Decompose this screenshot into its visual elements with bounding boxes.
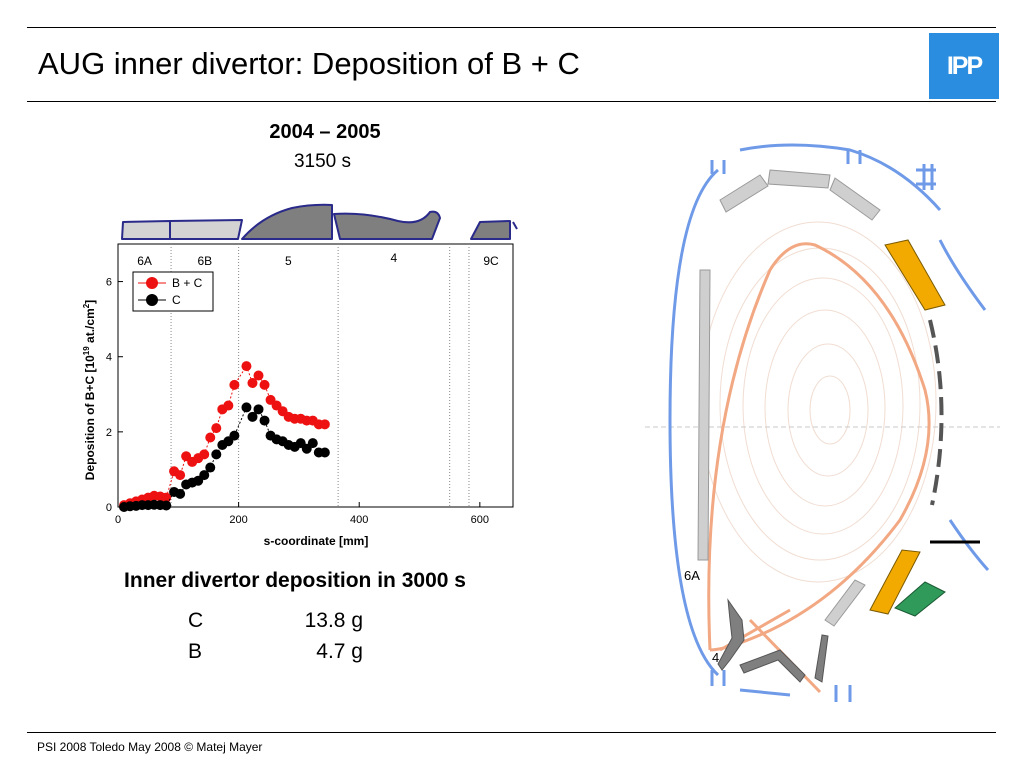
x-tick-label-3: 600	[471, 514, 489, 526]
mass-value-b: 4.7 g	[316, 640, 363, 663]
region-label-0: 6A	[137, 254, 152, 268]
legend: B + C C	[132, 271, 214, 312]
tile-6b	[169, 219, 243, 240]
data-point	[211, 449, 222, 460]
x-axis-ticks: 0 200 400 600	[115, 502, 489, 526]
x-tick-label-2: 400	[350, 514, 368, 526]
region-label-3: 4	[391, 251, 398, 265]
y-axis-label-main: Deposition of B+C [10	[83, 355, 97, 480]
legend-marker-c	[146, 294, 158, 306]
period-duration: 3150 s	[293, 151, 352, 172]
inner-wall-tiles	[697, 169, 881, 561]
legend-box	[132, 271, 214, 312]
data-point	[307, 438, 318, 449]
data-point	[223, 400, 234, 411]
footer-text: PSI 2008 Toledo May 2008 © Matej Mayer	[37, 740, 263, 754]
ipp-logo: IPP	[929, 33, 999, 99]
roof-baffle	[824, 579, 866, 627]
data-point	[199, 449, 210, 460]
tile-5	[241, 203, 333, 240]
y-tick-label-1: 2	[106, 427, 112, 439]
legend-marker-bc	[146, 277, 158, 289]
lower-green-tile	[894, 581, 946, 617]
data-point	[205, 462, 216, 473]
deposition-chart: 6A 6B 5 4 9C 0 200 400 600 0 2 4 6 B + C C s-coord…	[82, 203, 518, 548]
divertor-structure	[717, 598, 829, 683]
upper-orange-tile	[884, 239, 946, 311]
legend-label-c: C	[172, 293, 181, 307]
y-tick-label-3: 6	[106, 277, 112, 289]
data-point	[259, 415, 270, 426]
tile-4	[333, 210, 441, 240]
mass-element-b: B	[188, 640, 203, 663]
y-axis-ticks: 0 2 4 6	[106, 277, 123, 514]
region-boundaries	[170, 244, 470, 507]
slide-title: AUG inner divertor: Deposition of B + C	[38, 46, 580, 81]
series-1	[119, 402, 330, 512]
legend-label-bc: B + C	[172, 276, 203, 290]
y-axis-label: Deposition of B+C [1019 at./cm2]	[82, 300, 97, 480]
vessel-cross-section	[645, 143, 1000, 702]
x-tick-label-0: 0	[115, 514, 121, 526]
data-point	[253, 370, 264, 381]
title-rule	[27, 101, 996, 102]
footer-rule	[27, 732, 996, 733]
mass-value-c: 13.8 g	[304, 609, 363, 632]
port-flanges	[710, 150, 936, 702]
region-label-1: 6B	[197, 254, 212, 268]
data-point	[175, 470, 186, 481]
y-axis-label-unit-exp: 2	[82, 303, 91, 308]
data-point	[199, 470, 210, 481]
y-tick-label-2: 4	[106, 352, 112, 364]
data-point	[241, 361, 252, 372]
vessel-label-4: 4	[712, 650, 720, 665]
tile-9c-edge	[512, 221, 518, 230]
data-point	[319, 419, 330, 430]
y-tick-label-0: 0	[106, 502, 112, 514]
data-point	[229, 379, 240, 390]
series-0	[119, 361, 330, 511]
data-point	[259, 379, 270, 390]
data-point	[241, 402, 252, 413]
data-point	[161, 492, 172, 503]
y-axis-label-close: ]	[83, 300, 97, 304]
outer-limiter	[928, 319, 944, 506]
mass-row-c: C 13.8 g	[188, 609, 363, 637]
plot-frame	[117, 243, 514, 508]
x-tick-label-1: 200	[229, 514, 247, 526]
data-point	[253, 404, 264, 415]
y-axis-label-unit: at./cm	[83, 308, 97, 346]
data-point	[205, 432, 216, 443]
period-title: 2004 – 2005	[269, 121, 381, 143]
vessel-wall	[668, 143, 990, 697]
tile-profile	[121, 203, 518, 240]
region-label-2: 5	[285, 254, 292, 268]
data-point	[247, 378, 258, 389]
lower-orange-tile	[869, 549, 921, 615]
series-line-0	[123, 364, 325, 506]
data-point	[161, 500, 172, 511]
region-label-4: 9C	[483, 254, 499, 268]
tile-6a	[121, 220, 171, 240]
region-labels: 6A 6B 5 4 9C	[137, 251, 499, 268]
top-rule	[27, 27, 996, 28]
vessel-label-6a: 6A	[684, 568, 700, 583]
data-series	[119, 361, 330, 512]
data-point	[229, 430, 240, 441]
data-point	[247, 411, 258, 422]
data-point	[211, 423, 222, 434]
mass-element-c: C	[188, 609, 204, 632]
tile-9c	[470, 220, 511, 240]
flux-surfaces	[699, 221, 937, 583]
x-axis-label: s-coordinate [mm]	[264, 534, 369, 548]
data-point	[175, 488, 186, 499]
deposition-heading: Inner divertor deposition in 3000 s	[124, 569, 466, 592]
y-axis-label-exp: 19	[82, 346, 91, 355]
mass-row-b: B 4.7 g	[188, 640, 363, 668]
data-point	[319, 447, 330, 458]
